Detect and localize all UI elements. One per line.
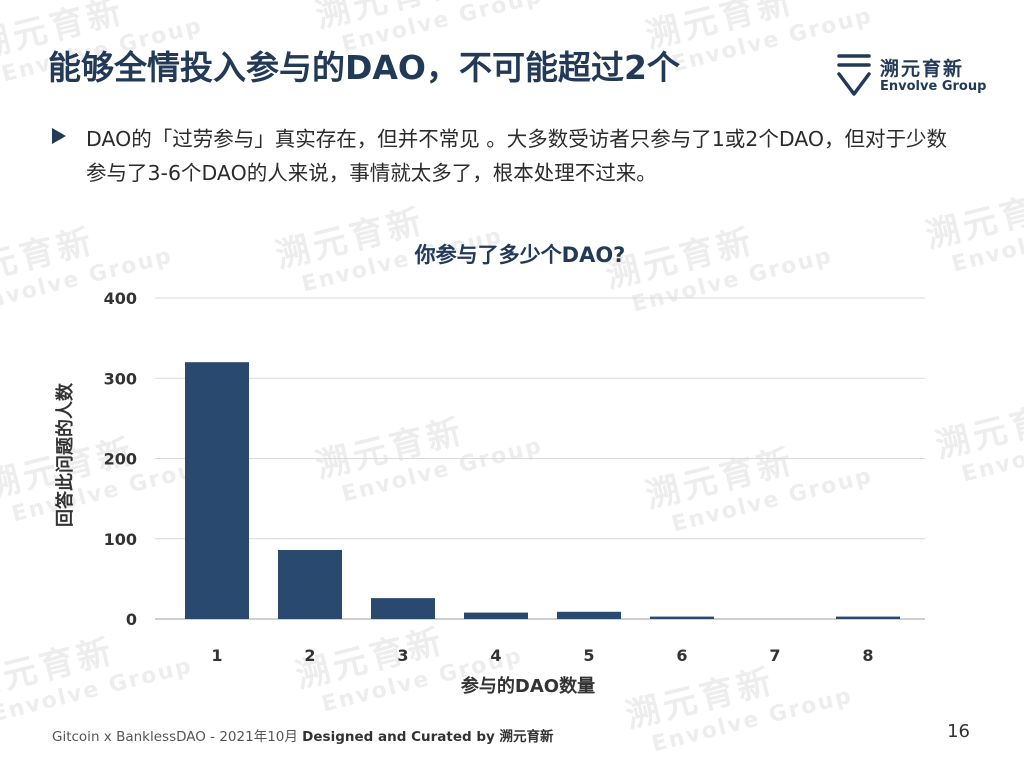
logo-chinese-name: 溯元育新 [880, 58, 965, 80]
bar-2 [278, 549, 342, 619]
x-axis-label: 参与的DAO数量 [461, 675, 595, 697]
x-tick-label: 1 [211, 646, 222, 665]
x-tick-label: 7 [769, 646, 780, 665]
envolve-logo-icon [837, 54, 871, 96]
y-axis-label: 回答此问题的人数 [54, 382, 76, 527]
x-tick-label: 4 [490, 646, 501, 665]
bar-3 [371, 598, 435, 619]
x-tick-label: 6 [676, 646, 687, 665]
slide-title: 能够全情投入参与的DAO，不可能超过2个 [48, 48, 680, 87]
envolve-logo: 溯元育新 Envolve Group [836, 52, 986, 98]
x-tick-label: 5 [583, 646, 594, 665]
bullet-arrow-icon [52, 128, 66, 144]
y-tick-label: 400 [104, 289, 137, 308]
y-tick-label: 200 [104, 450, 137, 469]
bullet-point: DAO的「过劳参与」真实存在，但并不常见 。大多数受访者只参与了1或2个DAO，… [52, 122, 962, 190]
x-tick-label: 2 [304, 646, 315, 665]
x-tick-label: 3 [397, 646, 408, 665]
footer-source: Gitcoin x BanklessDAO - 2021年10月 [52, 729, 303, 745]
y-tick-label: 100 [104, 530, 137, 549]
bar-4 [464, 612, 528, 619]
logo-english-name: Envolve Group [880, 79, 987, 94]
bar-6 [650, 616, 714, 619]
bar-5 [557, 611, 621, 619]
bullet-text: DAO的「过劳参与」真实存在，但并不常见 。大多数受访者只参与了1或2个DAO，… [86, 127, 948, 185]
bar-1 [185, 362, 249, 619]
bar-8 [836, 616, 900, 619]
footer: Gitcoin x BanklessDAO - 2021年10月 Designe… [52, 725, 554, 745]
y-tick-label: 0 [126, 610, 137, 629]
footer-credit: Designed and Curated by 溯元育新 [302, 729, 554, 745]
x-tick-label: 8 [862, 646, 873, 665]
page-number: 16 [947, 721, 970, 742]
chart-title: 你参与了多少个DAO? [414, 243, 626, 267]
y-tick-label: 300 [104, 369, 137, 388]
